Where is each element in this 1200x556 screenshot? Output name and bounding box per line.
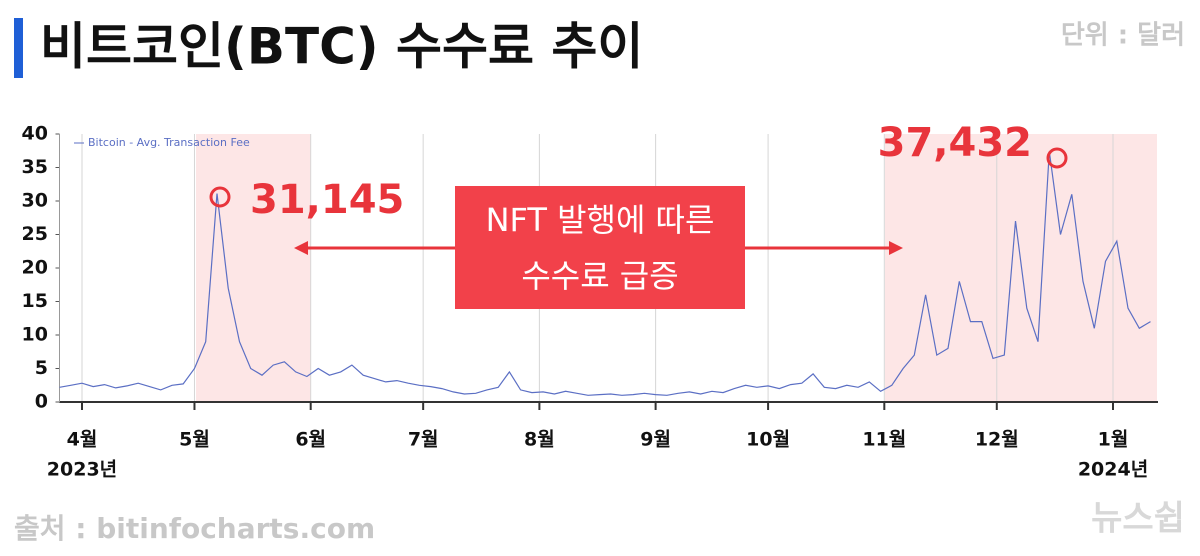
x-tick-label: 11월: [862, 429, 906, 451]
peak-circle: [1046, 147, 1068, 169]
chart-title: 비트코인(BTC) 수수료 추이: [40, 18, 643, 76]
annotation: 31,145: [250, 177, 404, 223]
x-tick-label: 4월: [67, 429, 98, 451]
year-label: 2023년: [47, 459, 117, 481]
legend-label: Bitcoin - Avg. Transaction Fee: [88, 136, 250, 149]
unit: 단위 : 달러: [1061, 21, 1185, 51]
arrow-head: [294, 241, 308, 255]
y-tick-label: 25: [22, 223, 48, 245]
x-tick-label: 6월: [295, 429, 326, 451]
callout-text: 수수료 급증: [521, 257, 678, 295]
y-tick-label: 20: [22, 257, 48, 279]
plot: [59, 151, 1151, 396]
x-tick-label: 9월: [640, 429, 671, 451]
y-tick-label: 5: [35, 357, 48, 379]
x-tick-label: 5월: [179, 429, 210, 451]
y-tick-label: 35: [22, 156, 48, 178]
year-label: 2024년: [1078, 459, 1148, 481]
y-tick-label: 30: [22, 190, 48, 212]
x-tick-label: 7월: [408, 429, 439, 451]
highlight-may: [196, 134, 311, 402]
peak-circle: [209, 186, 231, 208]
title-bar: [14, 18, 23, 78]
y-tick-label: 40: [22, 123, 48, 145]
arrow-head: [889, 241, 903, 255]
y-tick-label: 0: [35, 391, 48, 413]
series-line: [59, 151, 1151, 396]
x-tick-label: 10월: [746, 429, 790, 451]
x-tick-label: 12월: [975, 429, 1019, 451]
x-tick-label: 8월: [524, 429, 555, 451]
source: 출처 : bitinfocharts.com: [14, 512, 375, 545]
callout-box: [455, 186, 745, 309]
x-tick-label: 1월: [1098, 429, 1129, 451]
brand: 뉴스쉽: [1091, 499, 1185, 539]
y-tick-label: 10: [22, 324, 48, 346]
y-tick-label: 15: [22, 290, 48, 312]
callout-text: NFT 발행에 따른: [486, 201, 715, 239]
annotation: 37,432: [878, 120, 1032, 166]
grid: [55, 133, 1158, 410]
